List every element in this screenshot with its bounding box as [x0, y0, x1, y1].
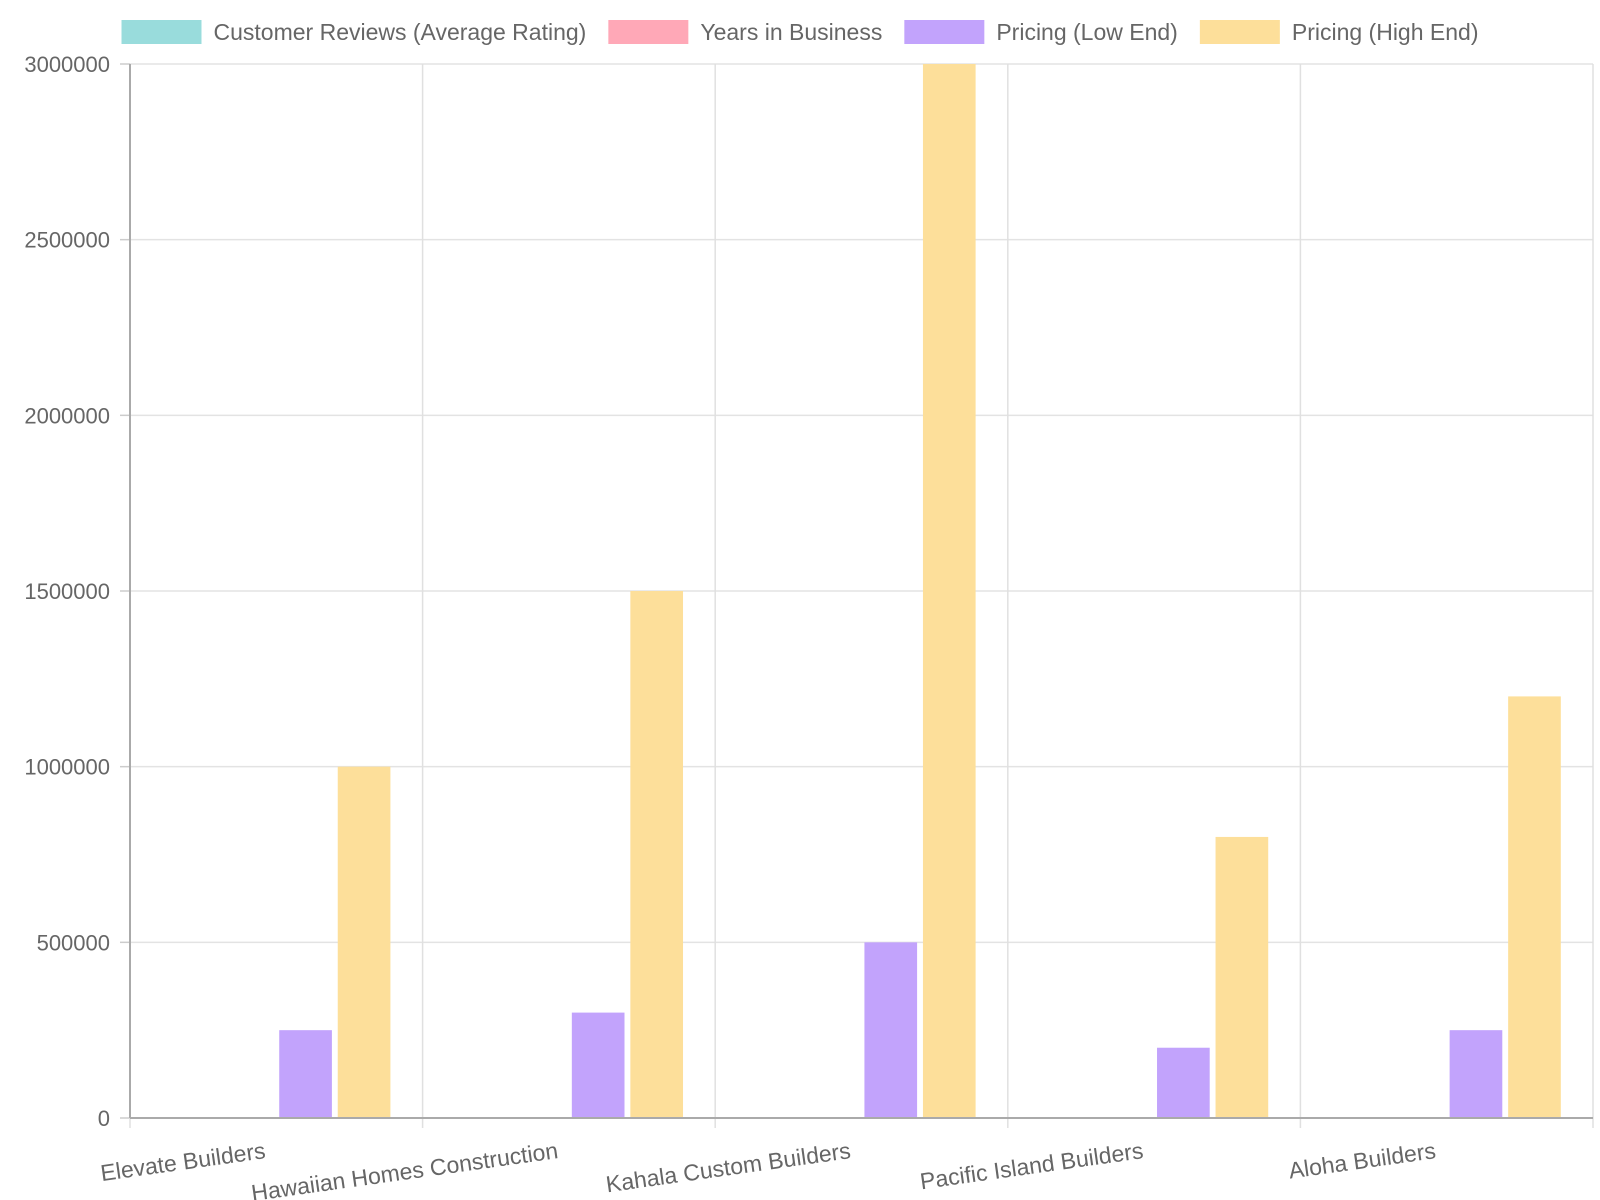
- x-tick-label: Elevate Builders: [99, 1137, 267, 1186]
- legend: Customer Reviews (Average Rating) Years i…: [121, 19, 1479, 45]
- legend-label: Customer Reviews (Average Rating): [214, 19, 587, 45]
- y-tick-label: 2500000: [24, 228, 110, 253]
- bar-pricing-high-end-kahala-custom-builders[interactable]: [922, 64, 976, 1118]
- bar-pricing-high-end-pacific-island-builders[interactable]: [1215, 836, 1269, 1118]
- legend-item-pricing-low-end[interactable]: Pricing (Low End): [904, 19, 1178, 45]
- y-tick-label: 3000000: [24, 52, 110, 77]
- bar-pricing-low-end-aloha-builders[interactable]: [1449, 1030, 1503, 1118]
- bar-pricing-low-end-pacific-island-builders[interactable]: [1157, 1047, 1210, 1118]
- legend-item-years-in-business[interactable]: Years in Business: [608, 19, 882, 45]
- legend-swatch: [608, 20, 689, 44]
- y-tick-label: 500000: [37, 930, 110, 955]
- legend-label: Pricing (Low End): [996, 19, 1178, 45]
- y-tick-label: 2000000: [24, 403, 110, 428]
- legend-item-pricing-high-end[interactable]: Pricing (High End): [1199, 19, 1479, 45]
- bar-pricing-low-end-elevate-builders[interactable]: [279, 1030, 332, 1118]
- bar-pricing-high-end-hawaiian-homes-construction[interactable]: [630, 591, 684, 1118]
- x-tick-label: Hawaiian Homes Construction: [250, 1137, 560, 1200]
- legend-label: Years in Business: [700, 19, 882, 45]
- bar-pricing-low-end-kahala-custom-builders[interactable]: [864, 942, 918, 1118]
- y-tick-label: 0: [98, 1106, 110, 1131]
- x-tick-label: Pacific Island Builders: [918, 1137, 1144, 1194]
- y-tick-label: 1000000: [24, 755, 110, 780]
- bars: [162, 64, 1561, 1118]
- axes: [129, 64, 1593, 1119]
- legend-item-customer-reviews-average-rating[interactable]: Customer Reviews (Average Rating): [121, 19, 587, 45]
- legend-label: Pricing (High End): [1292, 19, 1479, 45]
- legend-swatch: [904, 20, 985, 44]
- y-tick-label: 1500000: [24, 579, 110, 604]
- y-axis-ticks: 0 500000 1000000 1500000 2000000 2500000 30000…: [24, 52, 110, 1131]
- bar-pricing-low-end-hawaiian-homes-construction[interactable]: [571, 1012, 625, 1118]
- x-tick-label: Aloha Builders: [1287, 1137, 1437, 1183]
- x-tick-label: Kahala Custom Builders: [604, 1137, 852, 1197]
- bar-pricing-high-end-elevate-builders[interactable]: [337, 766, 391, 1118]
- legend-swatch: [121, 20, 202, 44]
- bar-pricing-high-end-aloha-builders[interactable]: [1508, 696, 1561, 1118]
- legend-swatch: [1199, 20, 1280, 44]
